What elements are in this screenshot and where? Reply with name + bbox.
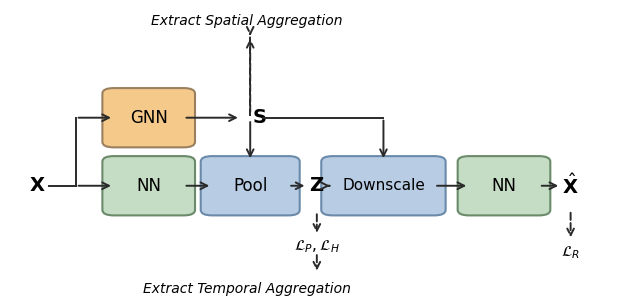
Text: Downscale: Downscale: [342, 178, 425, 193]
Text: $\mathcal{L}_P, \mathcal{L}_H$: $\mathcal{L}_P, \mathcal{L}_H$: [294, 239, 340, 255]
FancyBboxPatch shape: [321, 156, 445, 215]
Text: NN: NN: [136, 177, 161, 195]
FancyBboxPatch shape: [102, 156, 195, 215]
Text: $\mathbf{X}$: $\mathbf{X}$: [29, 176, 46, 195]
Text: $\mathbf{Z}$: $\mathbf{Z}$: [309, 176, 324, 195]
Text: Extract Temporal Aggregation: Extract Temporal Aggregation: [143, 282, 351, 296]
Text: Extract Spatial Aggregation: Extract Spatial Aggregation: [151, 14, 343, 28]
Text: GNN: GNN: [130, 109, 168, 127]
FancyBboxPatch shape: [102, 88, 195, 147]
Text: NN: NN: [492, 177, 516, 195]
Text: $\hat{\mathbf{X}}$: $\hat{\mathbf{X}}$: [563, 173, 579, 198]
Text: $\mathbf{S}$: $\mathbf{S}$: [252, 108, 267, 127]
FancyBboxPatch shape: [201, 156, 300, 215]
Text: Pool: Pool: [233, 177, 268, 195]
FancyBboxPatch shape: [458, 156, 550, 215]
Text: $\mathcal{L}_R$: $\mathcal{L}_R$: [561, 245, 580, 261]
